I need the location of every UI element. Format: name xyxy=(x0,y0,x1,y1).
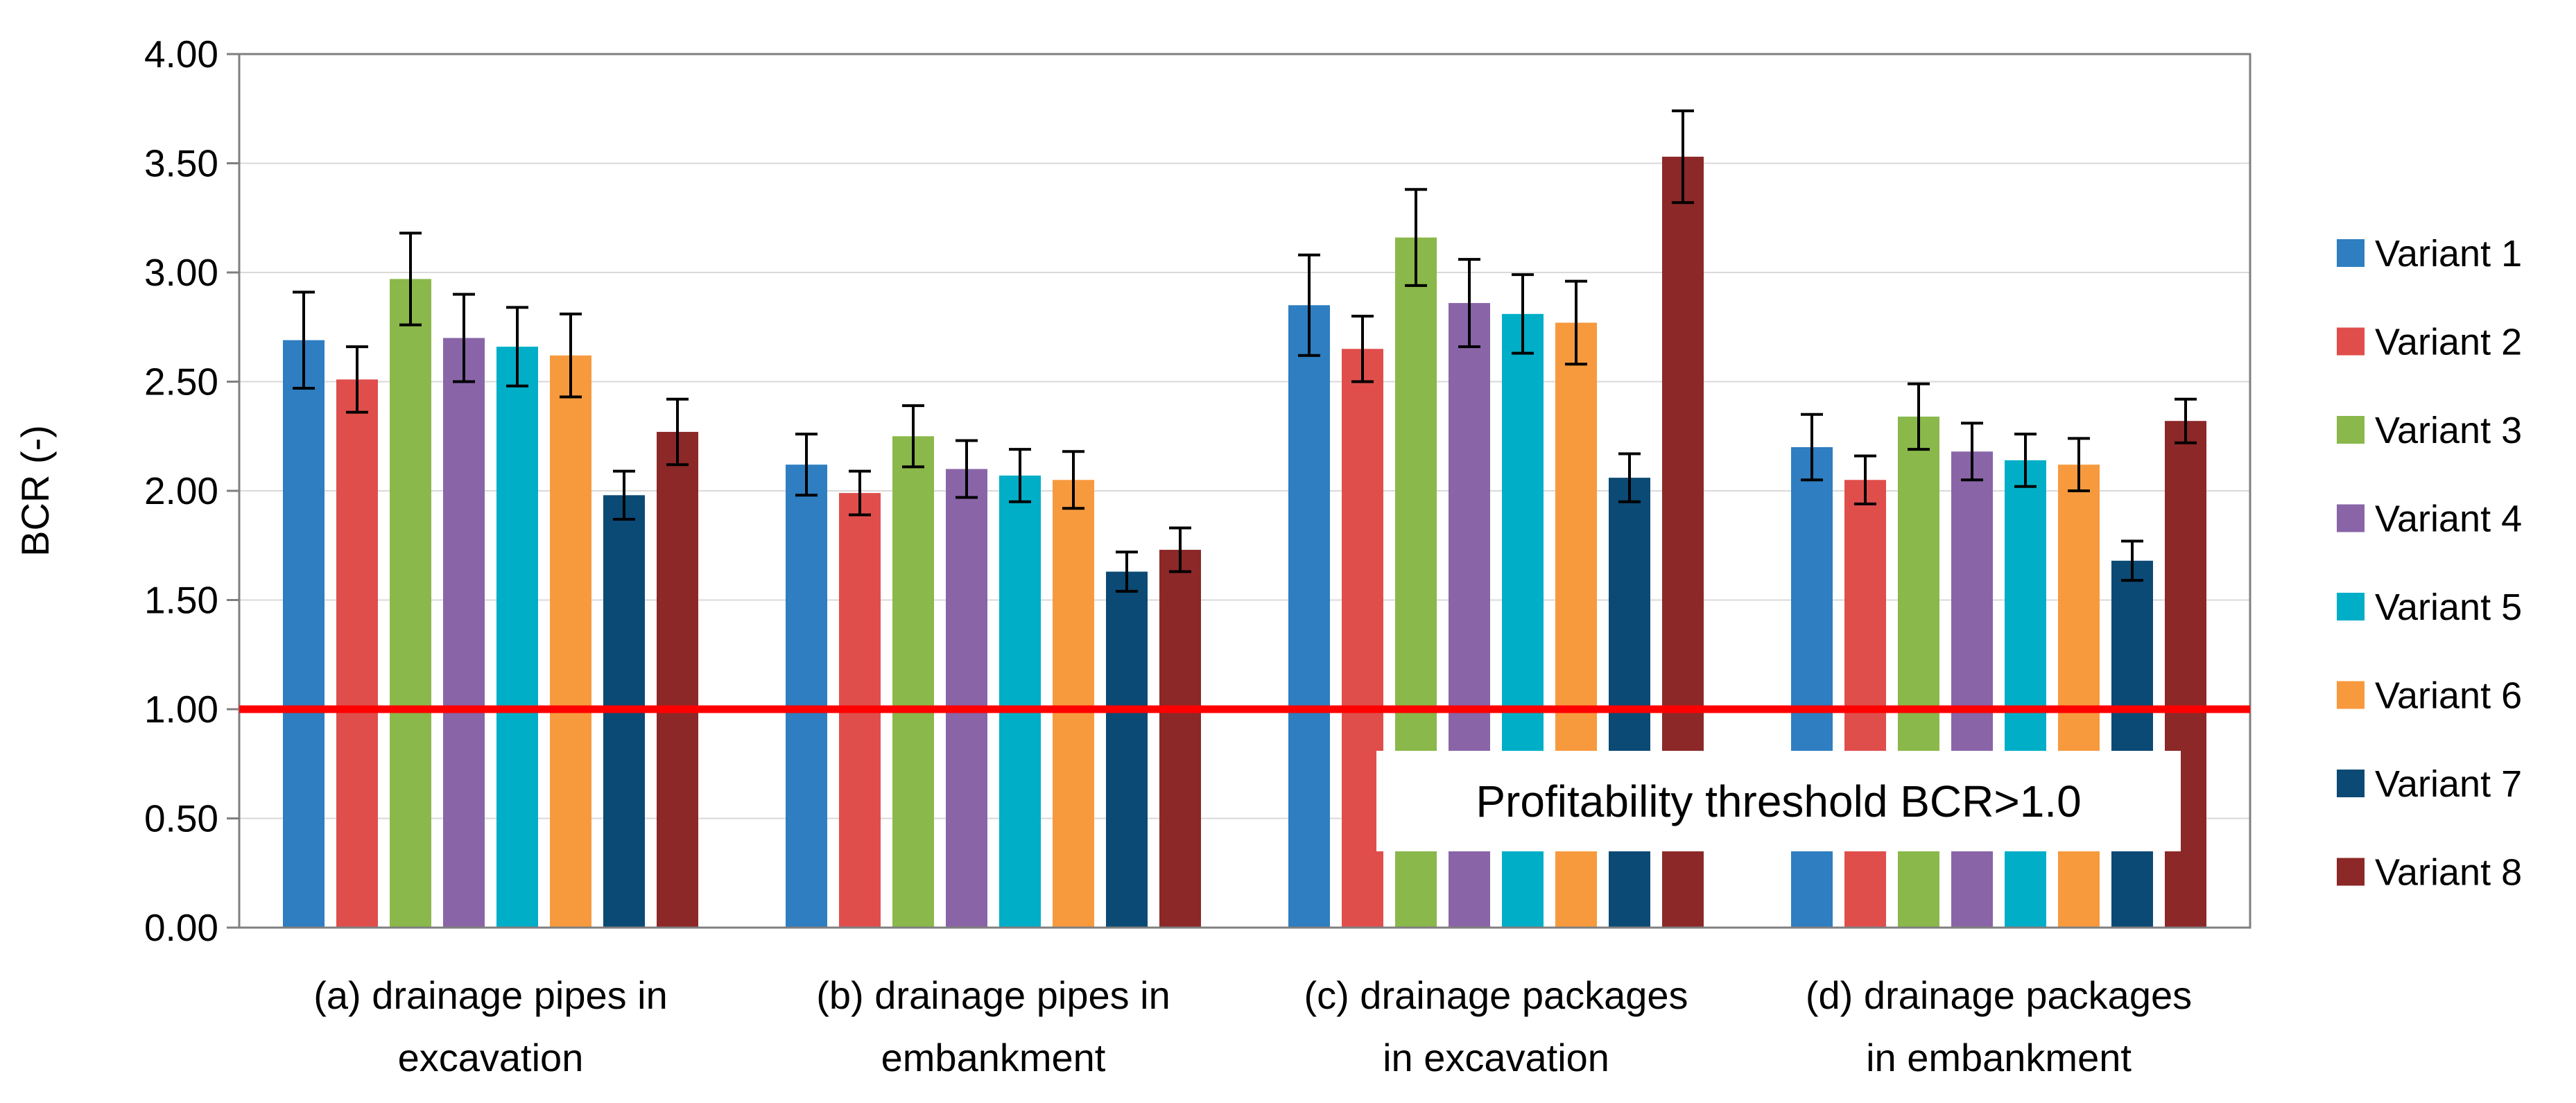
bar xyxy=(2111,560,2153,928)
legend-swatch xyxy=(2337,239,2365,267)
legend-label: Variant 8 xyxy=(2375,852,2522,894)
y-tick-label: 1.00 xyxy=(144,688,218,731)
legend-swatch xyxy=(2337,593,2365,620)
threshold-label: Profitability threshold BCR>1.0 xyxy=(1476,776,2081,826)
gridlines xyxy=(239,162,2250,819)
y-tick-label: 3.00 xyxy=(144,251,218,294)
legend-label: Variant 7 xyxy=(2375,763,2522,805)
bar xyxy=(946,469,987,928)
y-axis-ticks: 0.00 0.50 1.00 1.50 2.00 2.50 3.00 3.50 4.00 xyxy=(144,33,239,949)
legend-label: Variant 3 xyxy=(2375,410,2522,451)
bar xyxy=(1609,478,1650,928)
bar xyxy=(1053,480,1094,928)
bar xyxy=(390,279,431,928)
x-category-label: in excavation xyxy=(1383,1036,1609,1079)
bar xyxy=(2058,464,2100,928)
bar xyxy=(283,340,325,928)
legend: Variant 1 Variant 2 Variant 3 Variant 4 Vari… xyxy=(2337,233,2522,894)
bar xyxy=(2165,421,2206,928)
bar xyxy=(1844,480,1886,928)
y-tick-label: 1.50 xyxy=(144,579,218,622)
legend-swatch xyxy=(2337,858,2365,886)
x-axis-categories: (a) drainage pipes in excavation (b) drain… xyxy=(313,973,2192,1079)
legend-label: Variant 4 xyxy=(2375,498,2522,540)
bar xyxy=(1159,550,1201,928)
bars xyxy=(283,157,2206,928)
bar xyxy=(1106,571,1148,928)
bar xyxy=(2005,460,2046,928)
x-category-label: (c) drainage packages xyxy=(1304,973,1688,1017)
y-axis-label: BCR (-) xyxy=(13,425,57,557)
threshold-label-box xyxy=(1376,751,2181,851)
y-tick-label: 0.50 xyxy=(144,797,218,840)
legend-swatch xyxy=(2337,327,2365,356)
legend-swatch xyxy=(2337,770,2365,797)
legend-swatch xyxy=(2337,416,2365,444)
bar xyxy=(443,338,485,928)
legend-label: Variant 5 xyxy=(2375,587,2522,628)
y-tick-label: 4.00 xyxy=(144,33,218,76)
legend-label: Variant 2 xyxy=(2375,322,2522,363)
x-category-label: (d) drainage packages xyxy=(1806,973,2192,1017)
legend-swatch xyxy=(2337,504,2365,532)
y-tick-label: 2.00 xyxy=(144,469,218,512)
bar xyxy=(496,347,538,928)
legend-label: Variant 1 xyxy=(2375,233,2522,275)
legend-swatch xyxy=(2337,681,2365,709)
x-category-label: excavation xyxy=(398,1036,584,1079)
error-bars xyxy=(293,109,2197,593)
bar xyxy=(1951,451,1993,928)
y-tick-label: 3.50 xyxy=(144,142,218,185)
y-tick-label: 2.50 xyxy=(144,361,218,403)
legend-label: Variant 6 xyxy=(2375,675,2522,717)
bar xyxy=(892,436,934,928)
bar xyxy=(999,475,1041,928)
bar xyxy=(336,379,378,928)
bar xyxy=(657,431,698,928)
x-category-label: embankment xyxy=(881,1036,1106,1079)
y-tick-label: 0.00 xyxy=(144,906,218,949)
x-category-label: (a) drainage pipes in xyxy=(313,973,668,1017)
bar xyxy=(550,355,591,928)
bar xyxy=(1288,305,1330,928)
bar xyxy=(1791,447,1833,928)
bar xyxy=(786,464,827,928)
x-category-label: (b) drainage pipes in xyxy=(816,973,1170,1017)
x-category-label: in embankment xyxy=(1866,1036,2132,1079)
